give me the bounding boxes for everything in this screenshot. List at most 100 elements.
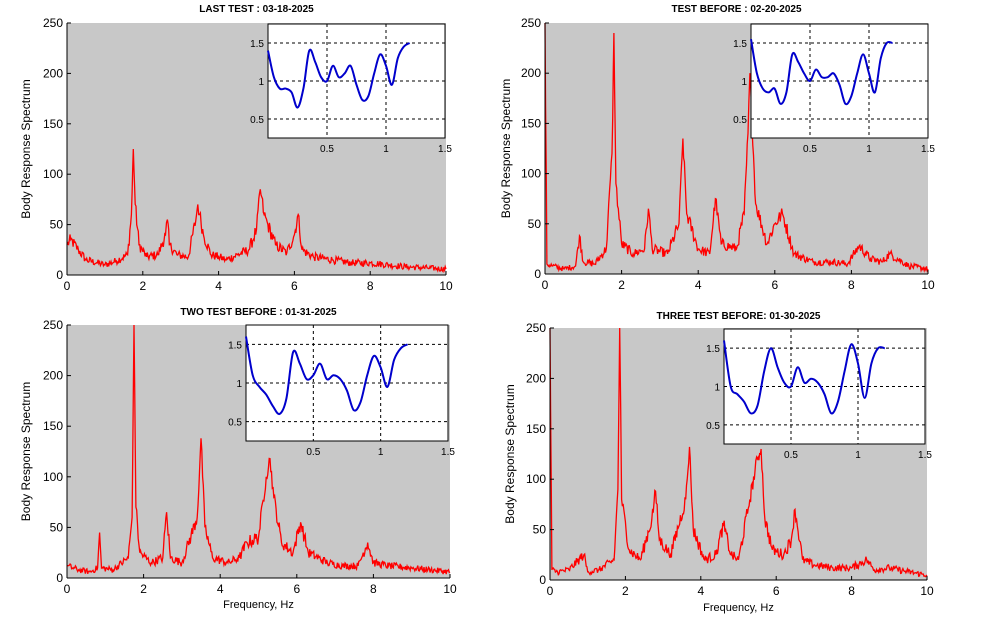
x-tick-label: 6 bbox=[291, 279, 298, 293]
inset-plot-area bbox=[750, 23, 929, 139]
inset-y-tick-label: 0.5 bbox=[250, 115, 264, 126]
inset-chart: 0.5 1 1.5 0.5 1 1.5 bbox=[228, 324, 455, 458]
inset-y-tick-label: 1 bbox=[236, 379, 242, 390]
y-tick-label: 150 bbox=[43, 117, 63, 131]
y-tick-label: 150 bbox=[43, 419, 63, 433]
series-line bbox=[66, 148, 447, 273]
x-tick-label: 10 bbox=[920, 584, 934, 598]
x-tick-label: 8 bbox=[370, 582, 377, 596]
y-tick-label: 150 bbox=[526, 422, 546, 436]
x-tick-label: 8 bbox=[367, 279, 374, 293]
y-tick-label: 50 bbox=[50, 218, 64, 232]
y-tick-label: 50 bbox=[533, 523, 547, 537]
x-axis-label: Frequency, Hz bbox=[703, 602, 774, 614]
inset-x-tick-label: 0.5 bbox=[803, 144, 817, 155]
x-tick-label: 0 bbox=[64, 582, 71, 596]
y-tick-label: 250 bbox=[526, 321, 546, 335]
inset-series-line bbox=[723, 340, 886, 415]
x-tick-label: 10 bbox=[439, 279, 453, 293]
x-tick-label: 2 bbox=[139, 279, 146, 293]
x-tick-label: 8 bbox=[848, 584, 855, 598]
chart-title: THREE TEST BEFORE: 01-30-2025 bbox=[657, 311, 821, 322]
inset-x-tick-label: 0.5 bbox=[320, 144, 334, 155]
y-tick-label: 200 bbox=[521, 66, 541, 80]
inset-x-tick-label: 1.5 bbox=[921, 144, 935, 155]
y-axis-label: Body Response Spectrum bbox=[499, 79, 513, 218]
inset-chart: 0.5 1 1.5 0.5 1 1.5 bbox=[733, 23, 935, 155]
x-tick-label: 8 bbox=[848, 278, 855, 292]
x-tick-label: 6 bbox=[771, 278, 778, 292]
chart-title: LAST TEST : 03-18-2025 bbox=[199, 4, 314, 15]
y-tick-label: 200 bbox=[526, 371, 546, 385]
x-tick-label: 0 bbox=[542, 278, 549, 292]
y-tick-label: 150 bbox=[521, 116, 541, 130]
inset-y-tick-label: 1 bbox=[258, 77, 264, 88]
x-tick-label: 2 bbox=[622, 584, 629, 598]
series-line bbox=[544, 22, 929, 274]
inset-series-line bbox=[267, 42, 411, 109]
x-tick-label: 6 bbox=[773, 584, 780, 598]
chart-title: TWO TEST BEFORE : 01-31-2025 bbox=[180, 307, 337, 318]
y-tick-label: 100 bbox=[521, 167, 541, 181]
y-axis-label: Body Response Spectrum bbox=[503, 384, 517, 523]
inset-y-tick-label: 1 bbox=[714, 383, 720, 394]
inset-y-tick-label: 1.5 bbox=[250, 39, 264, 50]
x-tick-label: 10 bbox=[921, 278, 935, 292]
x-tick-label: 0 bbox=[547, 584, 554, 598]
y-tick-label: 0 bbox=[539, 573, 546, 587]
inset-y-tick-label: 1.5 bbox=[733, 39, 747, 50]
inset-y-tick-label: 1.5 bbox=[228, 340, 242, 351]
x-tick-label: 4 bbox=[695, 278, 702, 292]
y-axis-label: Body Response Spectrum bbox=[19, 382, 33, 521]
inset-x-tick-label: 1 bbox=[383, 144, 389, 155]
y-tick-label: 250 bbox=[43, 318, 63, 332]
y-tick-label: 0 bbox=[56, 571, 63, 585]
inset-y-tick-label: 0.5 bbox=[733, 115, 747, 126]
inset-x-tick-label: 1 bbox=[866, 144, 872, 155]
x-tick-label: 2 bbox=[618, 278, 625, 292]
inset-x-tick-label: 0.5 bbox=[784, 450, 798, 461]
x-tick-label: 2 bbox=[140, 582, 147, 596]
y-tick-label: 100 bbox=[526, 472, 546, 486]
y-tick-label: 200 bbox=[43, 369, 63, 383]
x-axis-label: Frequency, Hz bbox=[223, 599, 294, 611]
inset-y-tick-label: 1 bbox=[741, 77, 747, 88]
y-tick-label: 0 bbox=[534, 267, 541, 281]
inset-x-tick-label: 1.5 bbox=[918, 450, 932, 461]
x-tick-label: 4 bbox=[215, 279, 222, 293]
inset-y-tick-label: 0.5 bbox=[228, 418, 242, 429]
inset-x-tick-label: 0.5 bbox=[306, 447, 320, 458]
inset-chart: 0.5 1 1.5 0.5 1 1.5 bbox=[250, 23, 452, 155]
inset-x-tick-label: 1.5 bbox=[438, 144, 452, 155]
inset-plot-area bbox=[267, 23, 446, 139]
chart-title: TEST BEFORE : 02-20-2025 bbox=[671, 4, 801, 15]
x-tick-label: 4 bbox=[217, 582, 224, 596]
y-tick-label: 200 bbox=[43, 66, 63, 80]
x-tick-label: 6 bbox=[293, 582, 300, 596]
inset-series-line bbox=[750, 39, 893, 106]
inset-series-line bbox=[245, 336, 409, 416]
x-tick-label: 4 bbox=[697, 584, 704, 598]
x-tick-label: 10 bbox=[443, 582, 457, 596]
inset-x-tick-label: 1.5 bbox=[441, 447, 455, 458]
y-tick-label: 50 bbox=[528, 217, 542, 231]
inset-y-tick-label: 1.5 bbox=[706, 344, 720, 355]
x-tick-label: 0 bbox=[64, 279, 71, 293]
y-tick-label: 0 bbox=[56, 268, 63, 282]
y-tick-label: 100 bbox=[43, 167, 63, 181]
y-axis-label: Body Response Spectrum bbox=[19, 79, 33, 218]
series-line bbox=[549, 327, 928, 578]
y-tick-label: 250 bbox=[521, 16, 541, 30]
inset-y-tick-label: 0.5 bbox=[706, 421, 720, 432]
y-tick-label: 50 bbox=[50, 520, 64, 534]
y-tick-label: 250 bbox=[43, 16, 63, 30]
inset-x-tick-label: 1 bbox=[378, 447, 384, 458]
series-line bbox=[66, 324, 451, 575]
y-tick-label: 100 bbox=[43, 470, 63, 484]
inset-x-tick-label: 1 bbox=[855, 450, 861, 461]
